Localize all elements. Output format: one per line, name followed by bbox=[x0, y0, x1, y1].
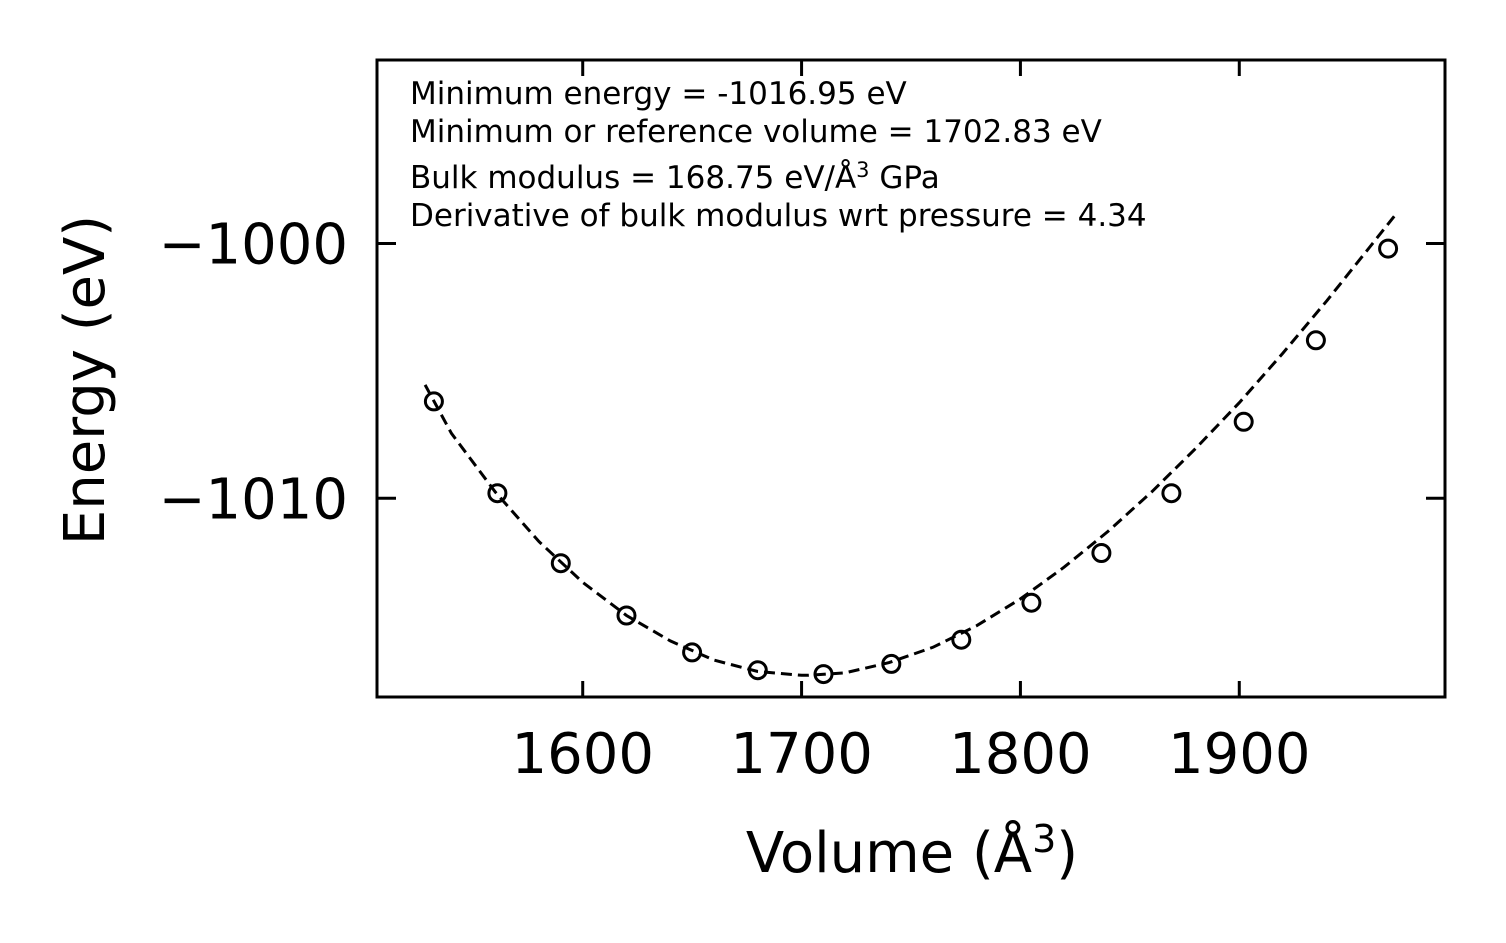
data-point bbox=[487, 483, 508, 504]
data-point bbox=[951, 629, 972, 650]
y-axis-title: Energy (eV) bbox=[53, 215, 118, 545]
annotation-ref-volume: Minimum or reference volume = 1702.83 eV bbox=[410, 114, 1102, 150]
data-point bbox=[813, 664, 834, 685]
data-point bbox=[616, 605, 637, 626]
fit-curve-layer bbox=[423, 211, 1399, 677]
fit-annotations: Minimum energy = -1016.95 eV Minimum or … bbox=[410, 76, 1147, 234]
y-tick-label: −1000 bbox=[159, 212, 348, 277]
x-axis-ticks: 1600 1700 1800 1900 bbox=[511, 60, 1311, 787]
data-point bbox=[1233, 411, 1254, 432]
annotation-bulk-modulus: Bulk modulus = 168.75 eV/Å3 GPa bbox=[410, 158, 940, 196]
data-point bbox=[1378, 238, 1399, 259]
data-point bbox=[1305, 330, 1326, 351]
data-point bbox=[550, 553, 571, 574]
data-point bbox=[682, 642, 703, 663]
data-point bbox=[881, 653, 902, 674]
data-point bbox=[1091, 543, 1112, 563]
data-points-layer bbox=[423, 238, 1399, 685]
data-point bbox=[1161, 483, 1182, 504]
data-point bbox=[1021, 592, 1042, 613]
x-tick-label: 1800 bbox=[949, 722, 1092, 787]
data-point bbox=[747, 660, 768, 681]
plot-frame bbox=[375, 58, 1447, 699]
x-tick-label: 1600 bbox=[511, 722, 654, 787]
x-tick-label: 1900 bbox=[1168, 722, 1311, 787]
fit-curve bbox=[423, 211, 1399, 677]
annotation-min-energy: Minimum energy = -1016.95 eV bbox=[410, 76, 907, 112]
y-axis-ticks: −1000 −1010 bbox=[159, 212, 1445, 532]
x-tick-label: 1700 bbox=[730, 722, 873, 787]
y-tick-label: −1010 bbox=[159, 467, 348, 532]
x-axis-title: Volume (Å3) bbox=[746, 817, 1078, 886]
data-point bbox=[423, 391, 444, 412]
annotation-bulk-derivative: Derivative of bulk modulus wrt pressure … bbox=[410, 198, 1147, 234]
